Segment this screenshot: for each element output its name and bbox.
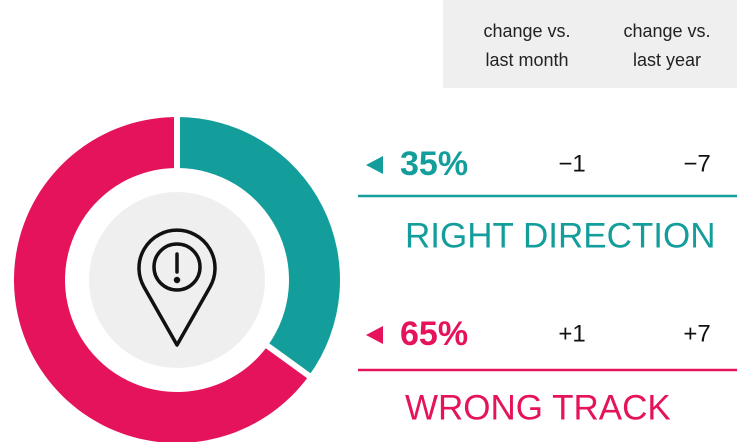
change-value: −7: [683, 150, 710, 177]
column-header: last month: [485, 50, 568, 70]
change-value: +1: [558, 320, 585, 347]
header-box: [443, 0, 737, 88]
category-label: WRONG TRACK: [405, 388, 671, 427]
change-value: +7: [683, 320, 710, 347]
value-label: 35%: [400, 145, 468, 183]
indicator-arrow: [366, 156, 383, 174]
value-label: 65%: [400, 315, 468, 353]
category-label: RIGHT DIRECTION: [405, 216, 715, 255]
change-value: −1: [558, 150, 585, 177]
donut: [14, 115, 340, 442]
segment-gap: [264, 342, 313, 380]
column-header: change vs.: [483, 21, 570, 41]
indicator-arrow: [366, 326, 383, 344]
column-header: last year: [633, 50, 701, 70]
pin-icon: [137, 228, 217, 347]
donut-segment: [14, 117, 309, 442]
column-header: change vs.: [623, 21, 710, 41]
donut-segment: [177, 117, 340, 376]
